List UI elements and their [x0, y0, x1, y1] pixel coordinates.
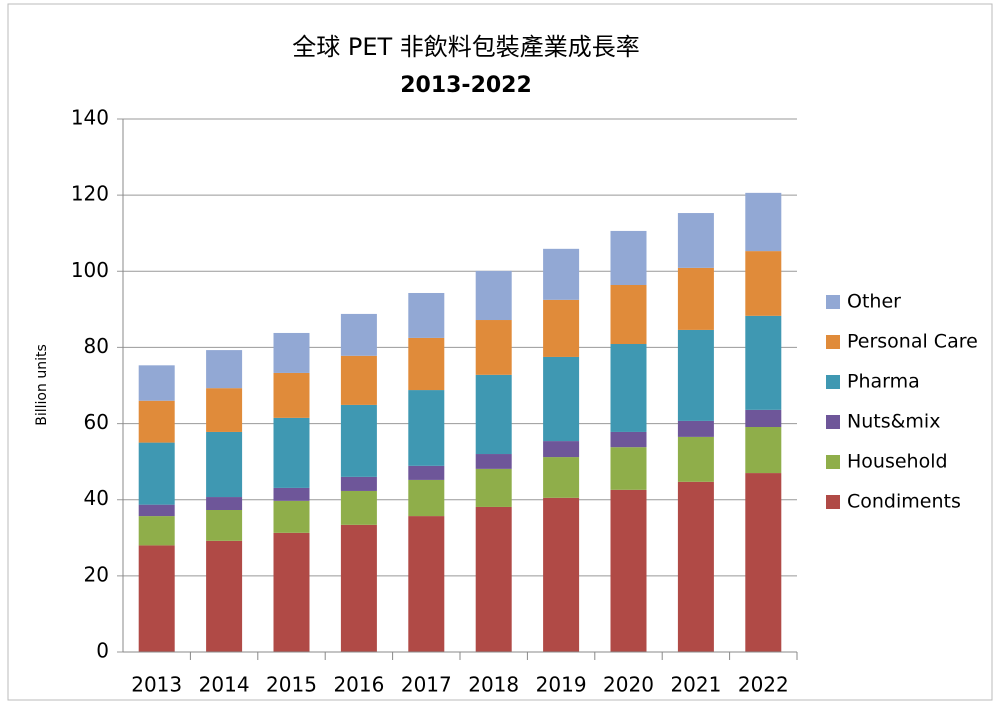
y-tick-label: 40	[84, 486, 109, 510]
legend-swatch	[826, 335, 840, 349]
bar-segment	[475, 270, 512, 321]
x-tick-label: 2016	[333, 673, 384, 697]
bar-segment	[206, 388, 243, 432]
bar-segment	[610, 431, 647, 448]
bar-segment	[138, 545, 175, 652]
bar-segment	[273, 487, 310, 501]
y-tick-label: 20	[84, 562, 109, 586]
bar-segment	[273, 500, 310, 533]
legend-label: Nuts&mix	[847, 411, 940, 433]
bar-segment	[543, 457, 580, 498]
y-tick-label: 0	[96, 639, 109, 663]
bar-segment	[745, 251, 782, 316]
legend-label: Personal Care	[847, 331, 978, 353]
bar-segment	[273, 332, 310, 373]
bar-segment	[543, 497, 580, 652]
bar-segment	[206, 350, 243, 389]
y-tick-label: 140	[71, 106, 109, 130]
bar-segment	[206, 497, 243, 510]
x-tick-label: 2015	[266, 673, 317, 697]
bar-segment	[543, 441, 580, 458]
bar-segment	[408, 516, 445, 652]
bar-segment	[273, 417, 310, 488]
y-axis-label: Billion units	[34, 344, 50, 425]
bar-segment	[475, 468, 512, 507]
bar-segment	[610, 284, 647, 345]
legend-label: Household	[847, 451, 948, 473]
x-tick-label: 2022	[738, 673, 789, 697]
bar-segment	[340, 355, 377, 405]
bar-segment	[745, 473, 782, 652]
bar-segment	[138, 365, 175, 401]
bar-segment	[138, 400, 175, 443]
x-tick-label: 2019	[536, 673, 587, 697]
bar-segment	[610, 447, 647, 490]
bar-segment	[340, 404, 377, 477]
bar-segment	[408, 465, 445, 480]
bar-segment	[677, 436, 714, 482]
bar-segment	[408, 390, 445, 466]
y-tick-label: 120	[71, 182, 109, 206]
legend-swatch	[826, 415, 840, 429]
bar-segment	[745, 192, 782, 252]
y-tick-label: 60	[84, 410, 109, 434]
bar-segment	[138, 504, 175, 517]
bar-segment	[677, 213, 714, 268]
bar-segment	[677, 329, 714, 421]
legend-swatch	[826, 295, 840, 309]
chart-subtitle: 2013-2022	[400, 73, 532, 98]
bar-segment	[273, 372, 310, 418]
bar-segment	[340, 476, 377, 491]
bar-segment	[745, 315, 782, 410]
bar-segment	[273, 532, 310, 652]
bar-segment	[475, 320, 512, 375]
x-tick-label: 2017	[401, 673, 452, 697]
bar-segment	[677, 420, 714, 437]
x-tick-label: 2018	[468, 673, 519, 697]
bar-segment	[206, 431, 243, 498]
bar-segment	[340, 490, 377, 525]
bar-segment	[408, 479, 445, 517]
bar-segment	[543, 248, 580, 300]
bar-segment	[475, 506, 512, 652]
bar-segment	[408, 337, 445, 391]
bar-segment	[677, 481, 714, 652]
bar-segment	[408, 292, 445, 338]
bar-segment	[745, 426, 782, 474]
x-tick-label: 2021	[670, 673, 721, 697]
legend-label: Pharma	[847, 371, 920, 393]
x-tick-label: 2020	[603, 673, 654, 697]
bar-segment	[475, 374, 512, 455]
y-tick-label: 100	[71, 258, 109, 282]
legend-label: Condiments	[847, 491, 961, 513]
chart-title: 全球 PET 非飲料包裝產業成長率	[292, 33, 640, 61]
legend-label: Other	[847, 291, 901, 313]
bar-segment	[543, 299, 580, 357]
bar-segment	[677, 267, 714, 330]
x-tick-label: 2013	[131, 673, 182, 697]
y-tick-label: 80	[84, 334, 109, 358]
bar-segment	[610, 230, 647, 285]
bar-segment	[138, 516, 175, 546]
bar-segment	[138, 442, 175, 505]
x-tick-label: 2014	[199, 673, 250, 697]
bar-segment	[543, 356, 580, 442]
legend-swatch	[826, 375, 840, 389]
bar-segment	[340, 313, 377, 356]
bar-segment	[610, 344, 647, 432]
bar-segment	[745, 409, 782, 427]
legend-swatch	[826, 455, 840, 469]
bar-segment	[340, 524, 377, 652]
bar-segment	[610, 489, 647, 652]
bar-segment	[475, 454, 512, 469]
bar-segment	[206, 540, 243, 652]
legend-swatch	[826, 495, 840, 509]
bar-segment	[206, 509, 243, 541]
